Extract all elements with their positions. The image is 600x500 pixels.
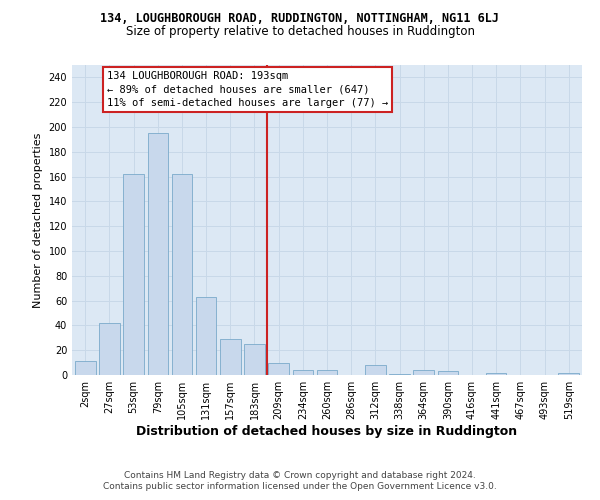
Bar — [413, 370, 434, 375]
Text: Contains public sector information licensed under the Open Government Licence v3: Contains public sector information licen… — [103, 482, 497, 491]
Text: Contains HM Land Registry data © Crown copyright and database right 2024.: Contains HM Land Registry data © Crown c… — [124, 471, 476, 480]
Bar — [317, 370, 337, 375]
Bar — [365, 365, 386, 375]
Text: 134, LOUGHBOROUGH ROAD, RUDDINGTON, NOTTINGHAM, NG11 6LJ: 134, LOUGHBOROUGH ROAD, RUDDINGTON, NOTT… — [101, 12, 499, 26]
Bar — [486, 372, 506, 375]
Bar — [75, 362, 95, 375]
X-axis label: Distribution of detached houses by size in Ruddington: Distribution of detached houses by size … — [136, 425, 518, 438]
Bar — [268, 362, 289, 375]
Bar — [196, 297, 217, 375]
Bar — [389, 374, 410, 375]
Bar — [148, 133, 168, 375]
Bar — [437, 372, 458, 375]
Bar — [124, 174, 144, 375]
Bar — [172, 174, 192, 375]
Bar — [220, 339, 241, 375]
Y-axis label: Number of detached properties: Number of detached properties — [33, 132, 43, 308]
Bar — [559, 372, 579, 375]
Bar — [99, 323, 120, 375]
Text: Size of property relative to detached houses in Ruddington: Size of property relative to detached ho… — [125, 25, 475, 38]
Bar — [244, 344, 265, 375]
Text: 134 LOUGHBOROUGH ROAD: 193sqm
← 89% of detached houses are smaller (647)
11% of : 134 LOUGHBOROUGH ROAD: 193sqm ← 89% of d… — [107, 71, 388, 108]
Bar — [293, 370, 313, 375]
